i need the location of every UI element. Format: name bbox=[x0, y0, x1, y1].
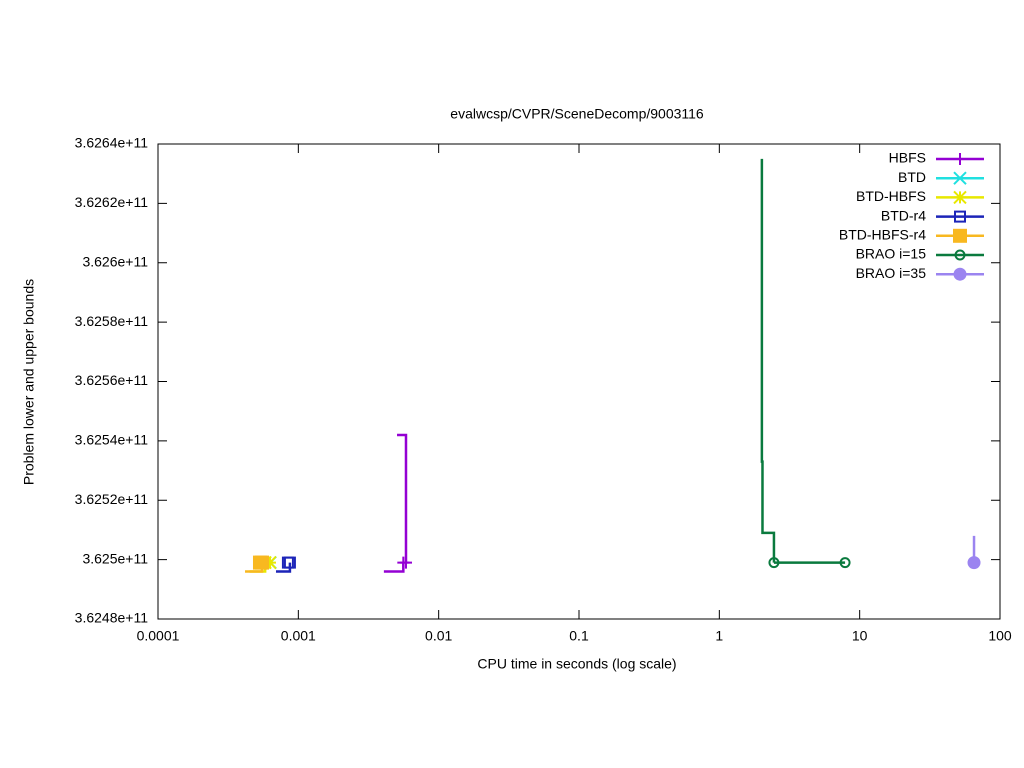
y-tick-label: 3.6258e+11 bbox=[75, 313, 149, 329]
y-tick-label: 3.6262e+11 bbox=[75, 194, 149, 210]
legend-label: HBFS bbox=[889, 150, 926, 166]
x-tick-label: 0.0001 bbox=[137, 628, 180, 644]
y-tick-label: 3.6256e+11 bbox=[75, 372, 149, 388]
legend-marker bbox=[954, 249, 966, 261]
legend-label: BTD-HBFS-r4 bbox=[839, 227, 926, 243]
legend-label: BTD-r4 bbox=[881, 207, 926, 223]
x-tick-label: 0.1 bbox=[569, 628, 589, 644]
y-tick-label: 3.626e+11 bbox=[82, 253, 148, 269]
legend-marker bbox=[953, 228, 967, 243]
x-tick-label: 1 bbox=[715, 628, 723, 644]
chart-title: evalwcsp/CVPR/SceneDecomp/9003116 bbox=[450, 106, 704, 122]
legend-label: BRAO i=35 bbox=[856, 265, 927, 281]
y-tick-label: 3.6248e+11 bbox=[75, 610, 149, 626]
y-tick-label: 3.6264e+11 bbox=[75, 135, 149, 151]
legend-marker bbox=[953, 267, 967, 281]
y-tick-label: 3.625e+11 bbox=[82, 550, 148, 566]
legend-label: BTD bbox=[898, 169, 926, 185]
marker bbox=[967, 556, 981, 570]
marker bbox=[399, 556, 412, 569]
x-tick-label: 100 bbox=[988, 628, 1012, 644]
y-tick-label: 3.6252e+11 bbox=[75, 491, 149, 507]
marker bbox=[263, 555, 277, 570]
marker bbox=[281, 556, 294, 569]
legend-marker bbox=[953, 171, 967, 185]
x-axis-label: CPU time in seconds (log scale) bbox=[477, 656, 676, 672]
x-tick-label: 0.01 bbox=[425, 628, 452, 644]
y-tick-label: 3.6254e+11 bbox=[75, 432, 149, 448]
legend-marker bbox=[954, 210, 966, 223]
series-line bbox=[760, 158, 846, 564]
legend-label: BTD-HBFS bbox=[856, 188, 926, 204]
x-tick-label: 0.001 bbox=[281, 628, 316, 644]
legend-label: BRAO i=15 bbox=[856, 246, 927, 262]
marker bbox=[768, 557, 780, 569]
series-line bbox=[275, 562, 292, 573]
legend-marker bbox=[953, 190, 967, 205]
marker bbox=[839, 557, 851, 569]
legend-marker bbox=[954, 153, 966, 165]
x-tick-label: 10 bbox=[852, 628, 868, 644]
marker bbox=[252, 555, 267, 570]
y-axis-label: Problem lower and upper bounds bbox=[21, 279, 37, 485]
